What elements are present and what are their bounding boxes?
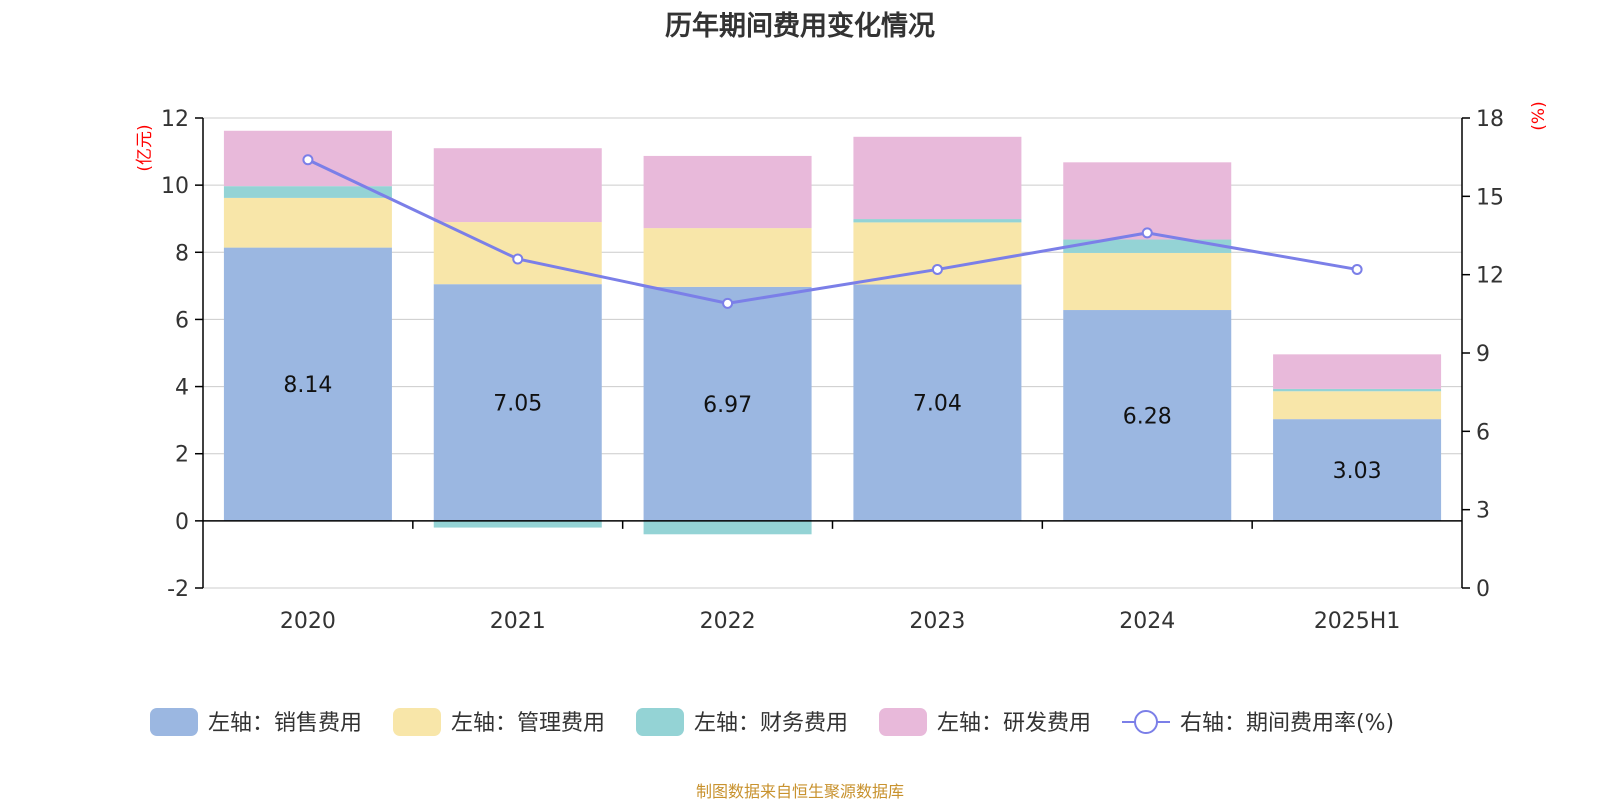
x-axis-tick-label: 2022 (700, 609, 756, 634)
bar-admin-2023 (853, 222, 1022, 285)
rate-point (512, 253, 524, 265)
right-axis-tick-label: 6 (1476, 420, 1490, 445)
bar-finance-2024 (1063, 239, 1232, 253)
legend-label-rd: 左轴：研发费用 (937, 711, 1091, 736)
source-footer: 制图数据来自恒生聚源数据库 (695, 782, 904, 801)
right-axis-tick-label: 9 (1476, 342, 1490, 367)
bar-sales-2023 (853, 284, 1022, 521)
bar-admin-2020 (223, 197, 392, 248)
bar-admin-2025H1 (1273, 391, 1442, 420)
bar-sales-2024 (1063, 310, 1232, 521)
bar-sales-2021 (433, 284, 602, 521)
data-label-sales: 8.14 (283, 373, 332, 398)
left-axis-tick-label: 4 (175, 376, 189, 401)
left-axis-tick-label: 8 (175, 241, 189, 266)
rate-point (1351, 263, 1363, 275)
bar-sales-2025H1 (1273, 419, 1442, 521)
left-axis-tick-label: 10 (161, 174, 189, 199)
x-axis-tick-label: 2023 (909, 609, 965, 634)
right-axis-tick-label: 15 (1476, 185, 1504, 210)
legend-swatch-rate-marker (1134, 710, 1158, 734)
legend-swatch-admin (393, 708, 441, 736)
left-axis-tick-label: 2 (175, 443, 189, 468)
bar-rd-2023 (853, 136, 1022, 220)
legend-swatch-finance (636, 708, 684, 736)
right-axis-tick-label: 12 (1476, 264, 1504, 289)
left-axis-unit: (亿元) (135, 124, 155, 171)
data-label-sales: 6.28 (1123, 404, 1172, 429)
bar-rd-2021 (433, 148, 602, 223)
bar-rd-2025H1 (1273, 354, 1442, 389)
legend-swatch-sales (150, 708, 198, 736)
bar-rd-2022 (643, 155, 812, 229)
rate-point (931, 263, 943, 275)
left-axis-tick-label: -2 (167, 577, 189, 602)
legend-label-finance: 左轴：财务费用 (694, 711, 848, 736)
rate-line (307, 158, 1358, 305)
bar-finance-2020 (223, 186, 392, 198)
x-axis-tick-label: 2021 (490, 609, 546, 634)
right-axis-tick-label: 0 (1476, 577, 1490, 602)
bar-finance-2023 (853, 219, 1022, 223)
bar-sales-2020 (223, 247, 392, 521)
legend-label-sales: 左轴：销售费用 (208, 711, 362, 736)
left-axis-tick-label: 6 (175, 308, 189, 333)
data-label-sales: 7.04 (913, 392, 962, 417)
chart-title: 历年期间费用变化情况 (665, 11, 935, 42)
bar-finance-2021 (433, 520, 602, 528)
bar-finance-2022 (643, 520, 812, 535)
bar-admin-2024 (1063, 252, 1232, 311)
left-axis-tick-label: 0 (175, 510, 189, 535)
x-axis-tick-label: 2024 (1119, 609, 1175, 634)
bar-sales-2022 (643, 286, 812, 521)
rate-point (1141, 227, 1153, 239)
legend-swatch-rd (879, 708, 927, 736)
legend-label-rate: 右轴：期间费用率(%) (1180, 711, 1394, 736)
rate-point (722, 297, 734, 309)
right-axis-unit: (%) (1529, 101, 1549, 130)
legend-label-admin: 左轴：管理费用 (451, 711, 605, 736)
bar-admin-2022 (643, 228, 812, 287)
rate-point (302, 154, 314, 166)
right-axis-tick-label: 18 (1476, 107, 1504, 132)
x-axis-tick-label: 2020 (280, 609, 336, 634)
x-axis-tick-label: 2025H1 (1314, 609, 1401, 634)
left-axis-tick-label: 12 (161, 107, 189, 132)
data-label-sales: 7.05 (493, 392, 542, 417)
data-label-sales: 6.97 (703, 393, 752, 418)
bar-rd-2024 (1063, 162, 1232, 240)
right-axis-tick-label: 3 (1476, 499, 1490, 524)
data-label-sales: 3.03 (1333, 459, 1382, 484)
bar-finance-2025H1 (1273, 388, 1442, 392)
